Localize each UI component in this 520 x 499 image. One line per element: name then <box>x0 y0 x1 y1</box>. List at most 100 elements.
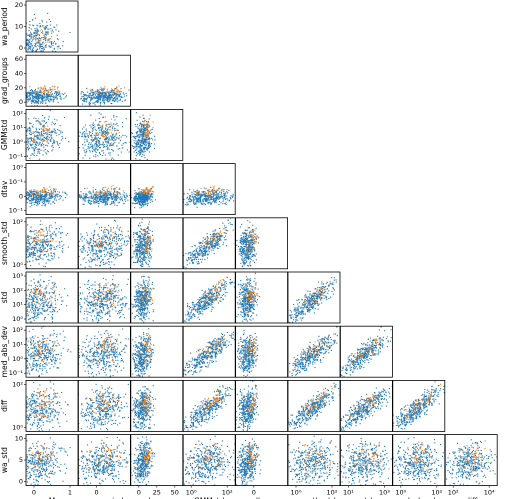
background-point <box>38 202 40 204</box>
background-point <box>147 196 149 198</box>
highlight-point <box>55 188 57 190</box>
background-point <box>88 131 90 133</box>
background-point <box>91 97 93 99</box>
background-point <box>102 144 104 146</box>
background-point <box>114 194 116 196</box>
highlight-point <box>149 114 151 116</box>
background-point <box>55 235 57 237</box>
background-point <box>124 134 126 136</box>
background-point <box>98 90 100 92</box>
background-point <box>54 118 56 120</box>
background-point <box>202 194 204 196</box>
background-point <box>106 129 108 131</box>
highlight-point <box>39 132 41 134</box>
background-point <box>52 258 54 260</box>
highlight-point <box>47 130 49 132</box>
background-point <box>60 233 62 235</box>
background-point <box>141 124 143 126</box>
background-point <box>87 145 89 147</box>
background-point <box>91 98 93 100</box>
background-point <box>36 54 37 55</box>
background-point <box>34 240 36 242</box>
background-point <box>139 133 141 135</box>
background-point <box>12 61 13 62</box>
background-point <box>92 253 94 255</box>
background-point <box>39 26 41 28</box>
background-point <box>93 252 95 254</box>
background-point <box>92 255 94 257</box>
background-point <box>91 201 93 203</box>
background-point <box>110 234 112 236</box>
background-point <box>33 34 35 36</box>
background-point <box>116 191 118 193</box>
background-point <box>147 123 149 125</box>
background-point <box>101 199 103 201</box>
background-point <box>29 92 31 94</box>
background-point <box>113 196 115 198</box>
highlight-point <box>106 91 108 93</box>
background-point <box>134 197 136 199</box>
background-point <box>140 123 142 125</box>
background-point <box>137 200 139 202</box>
background-point <box>98 142 100 144</box>
background-point <box>97 98 99 100</box>
background-point <box>143 195 145 197</box>
background-point <box>76 203 77 204</box>
background-point <box>135 136 137 138</box>
background-point <box>38 151 40 153</box>
background-point <box>108 142 110 144</box>
background-point <box>33 32 35 34</box>
background-point <box>50 244 52 246</box>
background-point <box>58 195 60 197</box>
background-point <box>80 264 82 266</box>
highlight-point <box>40 254 42 256</box>
background-point <box>101 99 103 101</box>
background-point <box>237 192 238 193</box>
background-point <box>99 98 101 100</box>
background-point <box>88 92 90 94</box>
background-point <box>41 135 43 137</box>
background-point <box>209 197 211 199</box>
background-point <box>114 98 116 100</box>
background-point <box>147 203 149 205</box>
background-point <box>141 199 143 201</box>
background-point <box>46 233 48 235</box>
background-point <box>91 246 93 248</box>
highlight-point <box>50 188 52 190</box>
highlight-point <box>51 89 53 91</box>
highlight-point <box>43 129 45 131</box>
background-point <box>35 198 37 200</box>
background-point <box>109 139 111 141</box>
background-point <box>87 247 89 249</box>
background-point <box>52 196 54 198</box>
highlight-point <box>92 189 94 191</box>
background-point <box>147 134 149 136</box>
background-point <box>136 142 138 144</box>
background-point <box>53 47 55 49</box>
background-point <box>113 188 115 190</box>
background-point <box>105 158 107 160</box>
highlight-point <box>41 92 43 94</box>
background-point <box>144 140 146 142</box>
highlight-point <box>203 192 205 194</box>
background-point <box>89 147 91 149</box>
background-point <box>116 205 118 207</box>
highlight-point <box>29 193 31 195</box>
background-point <box>29 253 31 255</box>
background-point <box>106 201 108 203</box>
background-point <box>106 94 108 96</box>
background-point <box>131 145 133 147</box>
background-point <box>21 204 22 205</box>
background-point <box>100 103 102 105</box>
background-point <box>99 195 101 197</box>
background-point <box>124 240 126 242</box>
background-point <box>100 137 102 139</box>
background-point <box>95 196 97 198</box>
highlight-point <box>98 92 100 94</box>
background-point <box>52 130 54 132</box>
background-point <box>24 125 25 126</box>
background-point <box>109 91 111 93</box>
highlight-point <box>104 191 106 193</box>
background-point <box>52 98 54 100</box>
background-point <box>127 199 129 201</box>
